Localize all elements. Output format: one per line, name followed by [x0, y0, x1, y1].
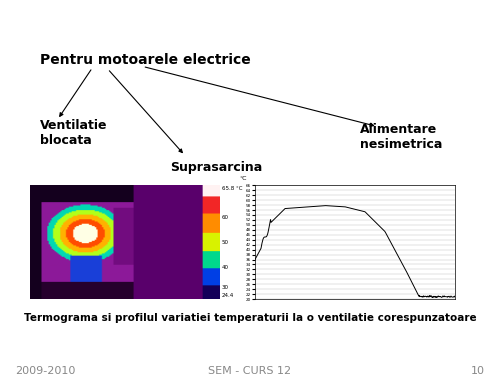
Text: °C: °C [239, 176, 246, 181]
Text: 30: 30 [222, 286, 229, 291]
Text: Ventilatie
blocata: Ventilatie blocata [40, 119, 108, 147]
Text: 24.4: 24.4 [222, 293, 234, 298]
Text: Alimentare
nesimetrica: Alimentare nesimetrica [360, 123, 442, 151]
Text: Termograma si profilul variatiei temperaturii la o ventilatie corespunzatoare: Termograma si profilul variatiei tempera… [24, 313, 476, 323]
Text: 60: 60 [222, 215, 229, 220]
Text: Pentru motoarele electrice: Pentru motoarele electrice [40, 53, 251, 67]
Text: 2009-2010: 2009-2010 [15, 366, 76, 376]
Text: SEM - CURS 12: SEM - CURS 12 [208, 366, 292, 376]
Text: 10: 10 [471, 366, 485, 376]
Text: 65.8 °C: 65.8 °C [222, 186, 242, 191]
Text: 50: 50 [222, 240, 229, 245]
Text: 40: 40 [222, 265, 229, 270]
Text: Suprasarcina: Suprasarcina [170, 161, 262, 174]
